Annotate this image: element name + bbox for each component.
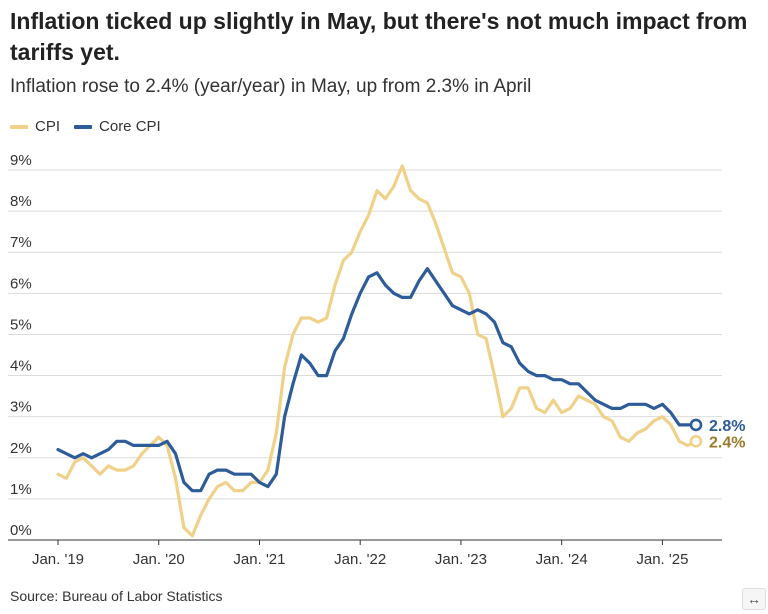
legend-label-core-cpi: Core CPI	[99, 118, 161, 135]
y-tick-label: 7%	[10, 234, 32, 251]
legend-label-cpi: CPI	[35, 118, 61, 135]
x-tick-label: Jan. '22	[334, 551, 386, 568]
y-tick-label: 9%	[10, 152, 32, 169]
x-tick-label: Jan. '19	[32, 551, 84, 568]
y-tick-label: 0%	[10, 522, 32, 539]
series-line-cpi	[56, 164, 698, 538]
series-line-core-cpi	[56, 267, 698, 493]
y-tick-label: 3%	[10, 399, 32, 416]
y-tick-label: 5%	[10, 316, 32, 333]
y-tick-label: 8%	[10, 193, 32, 210]
legend-swatch-core-cpi	[74, 124, 93, 129]
x-tick-label: Jan. '24	[536, 551, 588, 568]
y-tick-label: 4%	[10, 358, 32, 375]
legend-item-core-cpi: Core CPI	[74, 118, 161, 135]
chart-title: Inflation ticked up slightly in May, but…	[10, 8, 748, 65]
x-tick-label: Jan. '20	[133, 551, 185, 568]
end-label-core-cpi: 2.8%	[709, 418, 745, 435]
x-tick-label: Jan. '23	[435, 551, 487, 568]
legend: CPI Core CPI	[10, 118, 175, 135]
line-chart: 0% 1% 2% 3% 4% 5% 6% 7% 8% 9% Jan. '19 Jan. '20 Jan.…	[8, 152, 745, 568]
legend-swatch-cpi	[10, 124, 28, 129]
end-marker-cpi	[689, 435, 703, 448]
end-marker-core-cpi	[689, 418, 703, 432]
x-tick-label: Jan. '25	[636, 551, 688, 568]
y-tick-label: 2%	[10, 440, 32, 457]
expand-icon[interactable]: ↔	[742, 588, 766, 610]
end-label-cpi: 2.4%	[709, 434, 745, 451]
x-tick-label: Jan. '21	[233, 551, 285, 568]
chart-subtitle: Inflation rose to 2.4% (year/year) in Ma…	[10, 76, 532, 97]
y-tick-label: 6%	[10, 275, 32, 292]
legend-item-cpi: CPI	[10, 118, 60, 135]
y-tick-label: 1%	[10, 481, 32, 498]
source-note: Source: Bureau of Labor Statistics	[10, 588, 223, 604]
